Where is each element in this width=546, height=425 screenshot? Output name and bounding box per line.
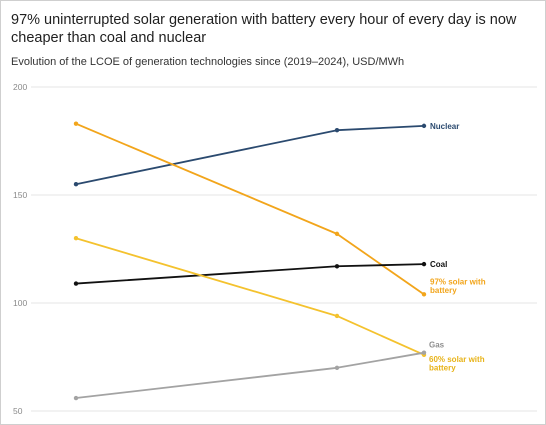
data-point-97-solar-with-battery-2024 — [421, 292, 427, 297]
series-line-60-solar-with-battery — [75, 237, 425, 356]
data-point-gas-2023 — [334, 365, 340, 370]
data-point-nuclear-2023 — [334, 128, 340, 133]
data-point-97-solar-with-battery-2019 — [73, 121, 79, 126]
series-label-gas: Gas — [429, 341, 445, 350]
series-label-nuclear: Nuclear — [430, 122, 459, 131]
series-label-coal: Coal — [430, 260, 447, 269]
data-point-nuclear-2024 — [421, 123, 427, 129]
data-point-gas-2024 — [421, 350, 427, 355]
data-point-coal-2023 — [334, 264, 340, 269]
series-label-line: battery — [429, 363, 456, 372]
y-tick-label-200: 200 — [13, 82, 27, 92]
y-tick-label-150: 150 — [13, 190, 27, 200]
chart-title: 97% uninterrupted solar generation with … — [11, 12, 517, 46]
series-line-coal — [75, 263, 425, 285]
data-point-gas-2019 — [73, 395, 79, 401]
series-line-gas — [75, 351, 425, 399]
data-point-60-solar-with-battery-2023 — [334, 313, 340, 319]
series-label-97-solar-with-battery: 97% solar with battery — [430, 277, 486, 295]
data-point-coal-2019 — [73, 281, 79, 286]
series-label-line: Gas — [429, 341, 445, 350]
data-point-nuclear-2019 — [73, 182, 79, 187]
series-line-97-solar-with-battery — [75, 122, 425, 296]
chart-subtitle: Evolution of the LCOE of generation tech… — [11, 56, 405, 68]
series-label-line: Coal — [430, 260, 447, 269]
data-point-97-solar-with-battery-2023 — [334, 231, 340, 237]
y-tick-label-50: 50 — [13, 406, 23, 416]
series-label-line: battery — [430, 286, 457, 295]
series-line-nuclear — [75, 124, 425, 186]
data-point-coal-2024 — [421, 261, 427, 267]
series-label-60-solar-with-battery: 60% solar with battery — [429, 355, 485, 373]
series-label-line: 97% solar with — [430, 277, 486, 286]
y-tick-label-100: 100 — [13, 298, 27, 308]
series-label-line: Nuclear — [430, 122, 459, 131]
data-point-60-solar-with-battery-2019 — [73, 236, 79, 241]
series-label-line: 60% solar with — [429, 355, 485, 364]
